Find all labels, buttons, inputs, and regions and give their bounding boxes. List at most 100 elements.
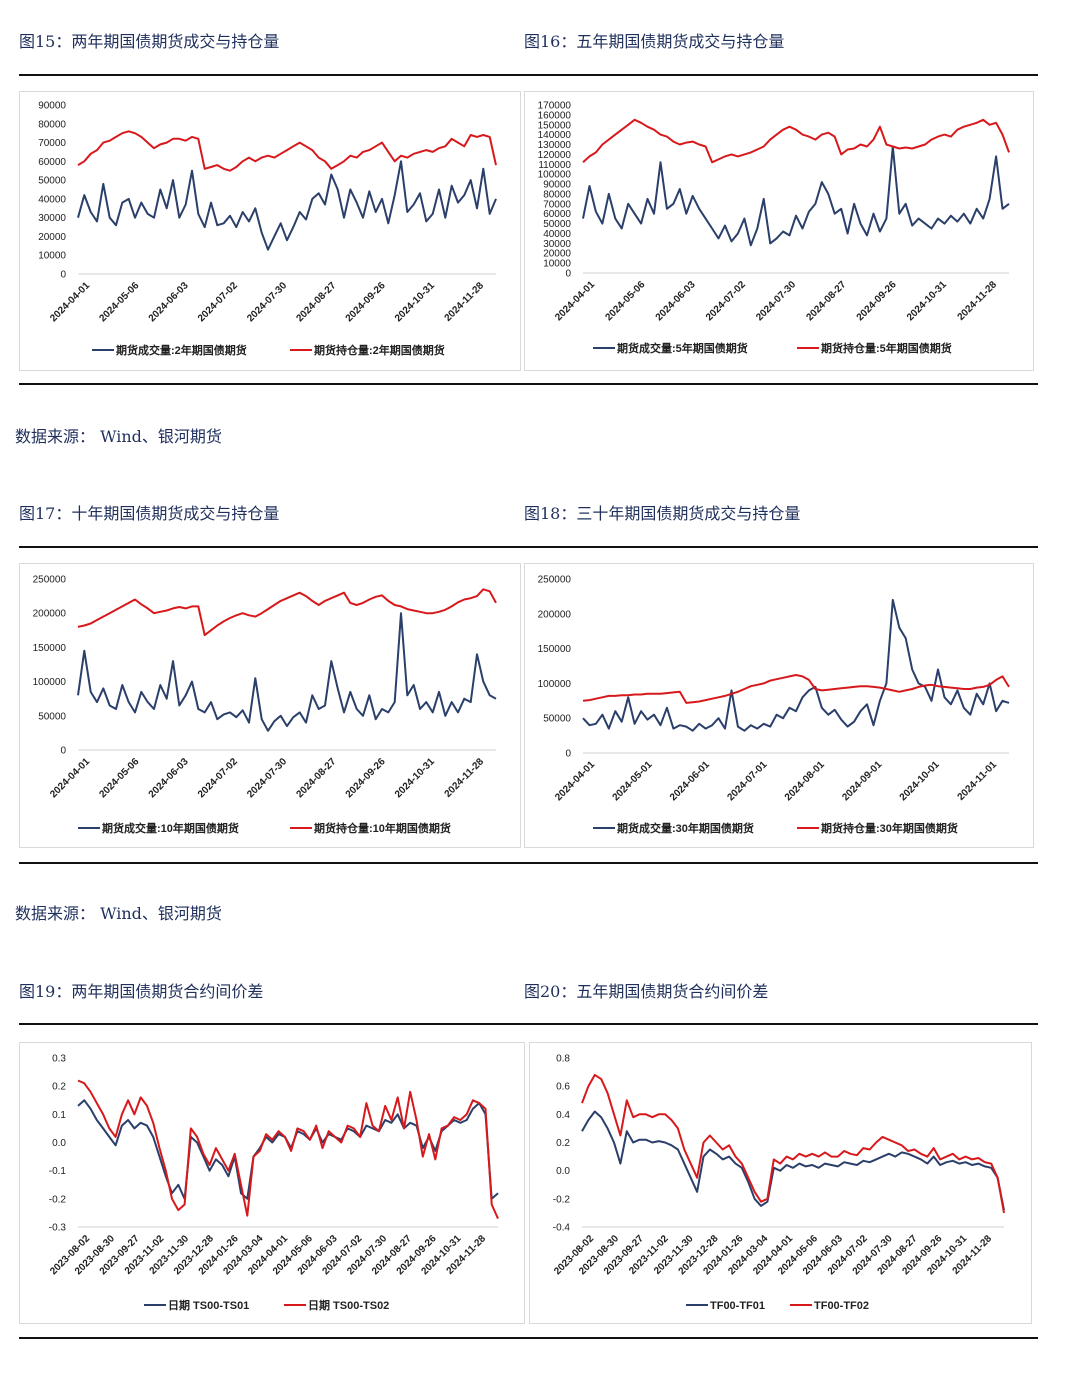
x-tick-label: 2024-06-01 bbox=[668, 759, 712, 803]
y-tick-label: 30000 bbox=[543, 239, 571, 250]
x-tick-label: 2024-05-06 bbox=[603, 279, 647, 323]
y-tick-label: -0.1 bbox=[49, 1166, 67, 1177]
y-tick-label: 0.1 bbox=[52, 1110, 66, 1121]
divider-rule bbox=[19, 546, 1038, 548]
y-tick-label: 10000 bbox=[543, 259, 571, 270]
y-tick-label: 0.6 bbox=[556, 1082, 570, 1093]
y-tick-label: 130000 bbox=[538, 140, 572, 151]
y-tick-label: 0.2 bbox=[52, 1082, 66, 1093]
y-tick-label: 150000 bbox=[33, 643, 67, 654]
x-tick-label: 2024-09-26 bbox=[855, 279, 899, 323]
x-tick-label: 2024-08-27 bbox=[294, 756, 338, 800]
chart-fig16: 1700001600001500001400001300001200001100… bbox=[538, 101, 1010, 355]
y-tick-label: 60000 bbox=[543, 209, 571, 220]
y-tick-label: 0.3 bbox=[52, 1054, 66, 1065]
y-tick-label: 0 bbox=[60, 746, 66, 757]
x-tick-label: 2024-09-01 bbox=[840, 759, 884, 803]
y-tick-label: 80000 bbox=[38, 119, 66, 130]
divider-rule bbox=[19, 1023, 1038, 1025]
x-tick-label: 2024-07-02 bbox=[196, 756, 240, 800]
data-source-note: 数据来源： Wind、银河期货 bbox=[15, 427, 222, 446]
y-tick-label: 90000 bbox=[38, 101, 66, 112]
x-tick-label: 2024-08-27 bbox=[804, 279, 848, 323]
legend-label: TF00-TF02 bbox=[814, 1300, 869, 1312]
y-tick-label: 200000 bbox=[33, 609, 67, 620]
chart-panel-fig20: 0.8 0.6 0.4 0.2 0.0 -0.2 -0.4 2023-08-02 2023-08… bbox=[529, 1042, 1032, 1324]
legend-label: 期货持仓量:5年期国债期货 bbox=[821, 341, 952, 355]
figure-title-20: 图20：五年期国债期货合约间价差 bbox=[524, 982, 769, 1001]
divider-rule bbox=[19, 74, 1038, 76]
series-line-2 bbox=[582, 118, 1010, 164]
series-line-1 bbox=[582, 145, 1010, 247]
series-line-2 bbox=[77, 1079, 499, 1220]
series-line-2 bbox=[77, 588, 497, 637]
x-tick-label: 2024-10-01 bbox=[898, 759, 942, 803]
figure-title-18: 图18：三十年期国债期货成交与持仓量 bbox=[524, 504, 801, 523]
y-tick-label: 0.8 bbox=[556, 1054, 570, 1065]
x-tick-label: 2024-05-06 bbox=[97, 280, 141, 324]
x-tick-label: 2024-07-30 bbox=[754, 279, 798, 323]
figure-title-17: 图17：十年期国债期货成交与持仓量 bbox=[19, 504, 280, 523]
series-line-2 bbox=[77, 130, 497, 172]
x-tick-label: 2024-11-28 bbox=[443, 756, 487, 800]
chart-panel-fig18: 250000 200000 150000 100000 50000 0 2024-04-01… bbox=[524, 563, 1034, 848]
chart-fig20: 0.80.60.40.20.0-0.2-0.42023-08-022023-08… bbox=[552, 1054, 1005, 1312]
y-tick-label: 110000 bbox=[538, 160, 571, 171]
x-tick-label: 2024-06-03 bbox=[147, 280, 191, 324]
x-tick-label: 2024-04-01 bbox=[553, 279, 597, 323]
y-tick-label: 0.0 bbox=[52, 1138, 66, 1149]
chart-panel-fig16: 170000 160000 150000 140000 130000 120000 1100… bbox=[524, 91, 1034, 371]
x-tick-label: 2024-06-03 bbox=[147, 756, 191, 800]
x-tick-label: 2024-07-01 bbox=[725, 759, 769, 803]
y-tick-label: 20000 bbox=[543, 249, 571, 260]
series-line-1 bbox=[581, 1110, 1005, 1211]
y-tick-label: -0.4 bbox=[553, 1223, 571, 1234]
divider-rule bbox=[19, 862, 1038, 864]
y-tick-label: 50000 bbox=[38, 176, 66, 187]
x-tick-label: 2024-07-30 bbox=[245, 280, 289, 324]
figure-title-16: 图16：五年期国债期货成交与持仓量 bbox=[524, 32, 785, 51]
y-tick-label: 10000 bbox=[38, 251, 66, 262]
y-tick-label: 100000 bbox=[538, 170, 572, 181]
figure-title-19: 图19：两年期国债期货合约间价差 bbox=[19, 982, 264, 1001]
y-tick-label: -0.2 bbox=[49, 1194, 67, 1205]
x-tick-label: 2024-09-26 bbox=[344, 280, 388, 324]
y-tick-label: 150000 bbox=[538, 120, 572, 131]
y-tick-label: 40000 bbox=[38, 194, 66, 205]
series-line-2 bbox=[581, 1073, 1005, 1214]
x-tick-label: 2024-08-27 bbox=[294, 280, 338, 324]
y-tick-label: 160000 bbox=[538, 110, 572, 121]
divider-rule bbox=[19, 383, 1038, 385]
legend-label: TF00-TF01 bbox=[710, 1300, 765, 1312]
x-tick-label: 2024-11-28 bbox=[956, 279, 1000, 323]
y-tick-label: 40000 bbox=[543, 229, 571, 240]
x-tick-label: 2024-05-01 bbox=[611, 759, 655, 803]
legend-label: 期货成交量:10年期国债期货 bbox=[102, 821, 239, 835]
y-tick-label: 20000 bbox=[38, 232, 66, 243]
figure-title-15: 图15：两年期国债期货成交与持仓量 bbox=[19, 32, 280, 51]
y-tick-label: 70000 bbox=[38, 138, 66, 149]
legend-label: 日期 TS00-TS02 bbox=[308, 1298, 389, 1312]
y-tick-label: 250000 bbox=[538, 575, 572, 586]
y-tick-label: 200000 bbox=[538, 609, 572, 620]
y-tick-label: 120000 bbox=[538, 150, 572, 161]
y-tick-label: 0 bbox=[565, 749, 571, 760]
chart-fig19: 0.30.20.10.0-0.1-0.2-0.32023-08-022023-0… bbox=[48, 1054, 499, 1312]
y-tick-label: 0 bbox=[60, 270, 66, 281]
y-tick-label: 70000 bbox=[543, 199, 571, 210]
x-tick-label: 2024-07-02 bbox=[196, 280, 240, 324]
y-tick-label: -0.3 bbox=[49, 1223, 67, 1234]
y-tick-label: 90000 bbox=[543, 180, 571, 191]
x-tick-label: 2024-10-31 bbox=[905, 279, 949, 323]
chart-fig17: 250000 200000 150000 100000 50000 02024-04-01… bbox=[33, 575, 497, 835]
chart-fig15: 90000 80000 70000 60000 50000 40000 30000 20000… bbox=[38, 101, 497, 357]
y-tick-label: 0.0 bbox=[556, 1166, 570, 1177]
series-line-1 bbox=[77, 1099, 499, 1200]
y-tick-label: -0.2 bbox=[553, 1194, 571, 1205]
x-tick-label: 2024-08-01 bbox=[783, 759, 827, 803]
x-tick-label: 2024-04-01 bbox=[48, 756, 92, 800]
y-tick-label: 140000 bbox=[538, 130, 572, 141]
legend-label: 期货成交量:2年期国债期货 bbox=[116, 343, 247, 357]
y-tick-label: 0 bbox=[565, 269, 571, 280]
legend-label: 期货持仓量:10年期国债期货 bbox=[314, 821, 451, 835]
